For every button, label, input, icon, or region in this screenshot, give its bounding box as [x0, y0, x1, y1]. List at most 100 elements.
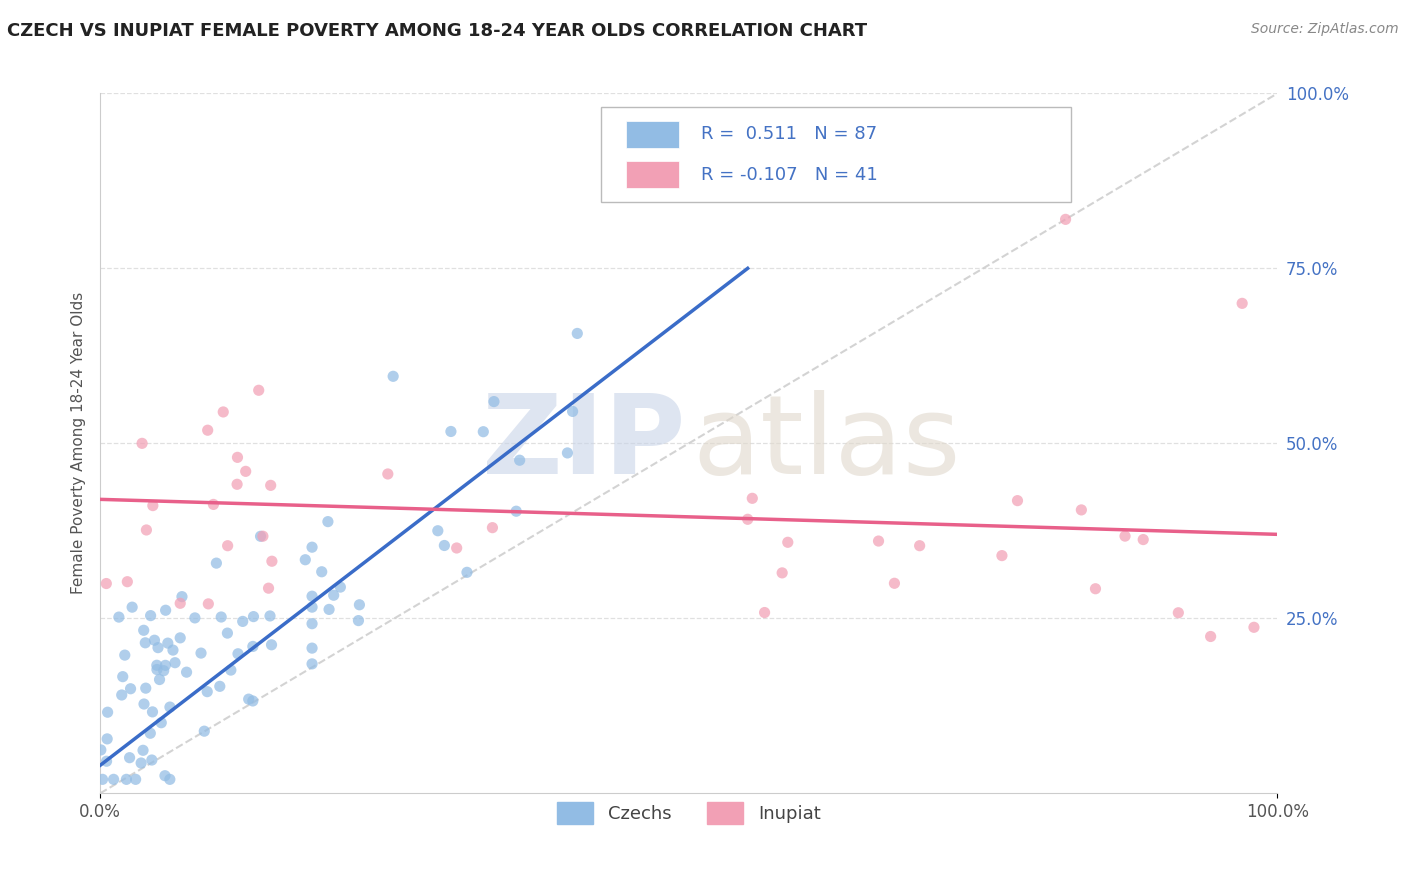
Point — [111, 670, 134, 684]
Point — [148, 673, 170, 687]
Point — [249, 529, 271, 543]
Point — [226, 477, 249, 491]
Point — [316, 515, 339, 529]
Point — [135, 523, 157, 537]
Point — [754, 606, 776, 620]
Point — [252, 529, 274, 543]
Point — [1070, 503, 1092, 517]
Point — [347, 614, 370, 628]
Point — [121, 600, 143, 615]
Point — [561, 404, 583, 418]
Point — [238, 692, 260, 706]
Point — [433, 539, 456, 553]
Point — [322, 588, 344, 602]
Point — [143, 633, 166, 648]
Point — [139, 608, 162, 623]
Legend: Czechs, Inupiat: Czechs, Inupiat — [548, 793, 830, 833]
Text: R =  0.511   N = 87: R = 0.511 N = 87 — [700, 126, 877, 144]
Point — [153, 769, 176, 783]
Point — [217, 539, 239, 553]
Point — [115, 772, 138, 787]
Point — [883, 576, 905, 591]
Point — [190, 646, 212, 660]
Point — [208, 679, 231, 693]
Point — [132, 697, 155, 711]
Point — [91, 772, 114, 787]
Point — [776, 535, 799, 549]
Text: CZECH VS INUPIAT FEMALE POVERTY AMONG 18-24 YEAR OLDS CORRELATION CHART: CZECH VS INUPIAT FEMALE POVERTY AMONG 18… — [7, 22, 868, 40]
Point — [226, 647, 249, 661]
Point — [134, 636, 156, 650]
Point — [301, 600, 323, 615]
Point — [114, 648, 136, 662]
Text: ZIP: ZIP — [482, 390, 685, 497]
Y-axis label: Female Poverty Among 18-24 Year Olds: Female Poverty Among 18-24 Year Olds — [72, 293, 86, 594]
Point — [146, 663, 169, 677]
Point — [991, 549, 1014, 563]
Point — [1007, 493, 1029, 508]
Point — [202, 497, 225, 511]
Point — [169, 596, 191, 610]
Point — [97, 705, 120, 719]
Point — [129, 756, 152, 770]
Point — [184, 611, 207, 625]
Point — [219, 663, 242, 677]
Point — [155, 603, 177, 617]
Point — [118, 750, 141, 764]
Point — [472, 425, 495, 439]
Point — [247, 384, 270, 398]
Point — [1054, 212, 1077, 227]
Point — [242, 609, 264, 624]
Point — [301, 616, 323, 631]
Point — [259, 609, 281, 624]
Point — [257, 581, 280, 595]
Point — [162, 643, 184, 657]
Point — [163, 656, 186, 670]
Point — [294, 553, 316, 567]
Point — [301, 589, 323, 603]
Point — [232, 615, 254, 629]
Point — [117, 574, 139, 589]
Point — [426, 524, 449, 538]
Point — [132, 743, 155, 757]
Point — [205, 556, 228, 570]
Point — [1132, 533, 1154, 547]
Point — [156, 636, 179, 650]
Point — [1199, 630, 1222, 644]
Point — [169, 631, 191, 645]
Point — [242, 694, 264, 708]
Point — [440, 425, 463, 439]
Point — [103, 772, 125, 787]
Point — [1114, 529, 1136, 543]
Bar — [627, 161, 679, 188]
Point — [135, 681, 157, 695]
Point — [111, 688, 134, 702]
Point — [311, 565, 333, 579]
Point — [141, 705, 163, 719]
Point — [481, 521, 503, 535]
Text: R = -0.107   N = 41: R = -0.107 N = 41 — [700, 166, 877, 184]
Text: Source: ZipAtlas.com: Source: ZipAtlas.com — [1251, 22, 1399, 37]
Point — [329, 580, 352, 594]
Point — [557, 446, 579, 460]
Point — [260, 638, 283, 652]
Point — [90, 743, 112, 757]
Point — [301, 641, 323, 656]
Point — [108, 610, 131, 624]
Point — [96, 731, 118, 746]
Point — [349, 598, 371, 612]
Point — [505, 504, 527, 518]
Point — [193, 724, 215, 739]
Point — [146, 658, 169, 673]
Point — [509, 453, 531, 467]
Point — [159, 700, 181, 714]
Point — [170, 590, 193, 604]
Point — [226, 450, 249, 465]
Point — [260, 478, 283, 492]
Point — [141, 753, 163, 767]
Point — [176, 665, 198, 680]
Point — [197, 597, 219, 611]
Point — [260, 554, 283, 568]
Point — [159, 772, 181, 787]
Point — [456, 566, 478, 580]
